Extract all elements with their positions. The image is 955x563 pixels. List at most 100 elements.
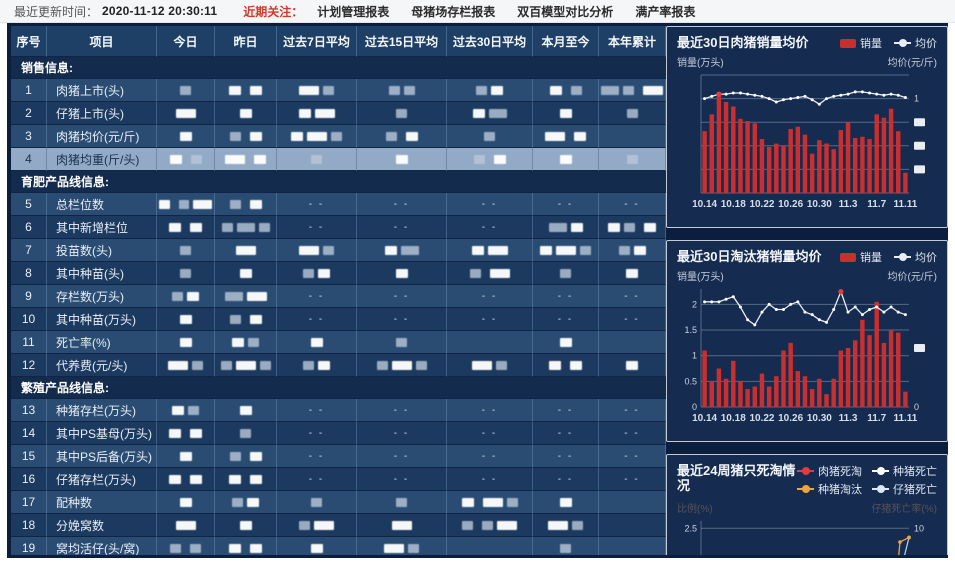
table-row[interactable]: 10 其中种苗(万头) - - - - - - - - - - [11,308,666,331]
legend-line-swatch-icon [894,253,911,261]
redacted-value-block [482,497,503,507]
table-row[interactable]: 7 投苗数(头) [11,239,666,262]
table-row[interactable]: 12 代养费(元/头) [11,354,666,377]
redacted-value-block [396,497,407,507]
table-row[interactable]: 16 仔猪存栏(万头) - - - - - - - - - - [11,468,666,491]
redacted-value-block [229,451,241,461]
value-cell: - - [447,285,533,308]
value-cell [215,216,277,239]
redacted-value-block [559,154,572,164]
row-item-name: 存栏数(万头) [47,285,157,308]
redacted-value-block [559,497,572,507]
redacted-value-block [239,405,252,415]
value-cell [357,102,447,125]
no-data-dash: - - [393,221,410,233]
legend-bar-swatch-icon [840,38,856,48]
table-row[interactable]: 9 存栏数(万头) - - - - - - - - - - [11,285,666,308]
table-row[interactable]: 13 种猪存栏(万头) - - - - - - - - - - [11,399,666,422]
redacted-value-block [190,154,202,164]
legend-bar-swatch-icon [840,252,856,262]
report-table: 序号 项目 今日 昨日 过去7日平均 过去15日平均 过去30日平均 本月至今 本年累计 销售信息… [11,26,666,555]
redacted-value-block [626,268,638,278]
legend-item[interactable]: 均价 [894,35,937,51]
svg-text:10.26: 10.26 [778,199,803,210]
value-cell [215,399,277,422]
row-item-name: 肉猪均重(斤/头) [47,148,157,171]
redacted-value-block [193,199,212,209]
value-cell [447,514,533,537]
topbar-link-2[interactable]: 母猪场存栏报表 [411,4,496,19]
recent-focus-label: 近期关注： [243,4,304,19]
legend-item[interactable]: 销量 [840,249,882,265]
section-header-row: 销售信息: [11,57,666,79]
no-data-dash: - - [557,450,574,462]
legend-item[interactable]: 仔猪死亡 [872,481,937,497]
table-row[interactable]: 18 分娩窝数 [11,514,666,537]
value-cell: - - [357,422,447,445]
svg-text:10.22: 10.22 [749,199,774,210]
topbar-link-3[interactable]: 双百模型对比分析 [517,4,614,19]
table-row[interactable]: 3 肉猪均价(元/斤) [11,125,666,148]
table-row[interactable]: 11 死亡率(%) [11,331,666,354]
legend-item[interactable]: 肉猪死淘 [797,463,862,479]
redacted-value-block [548,520,568,530]
redacted-value-block [235,360,256,370]
value-cell [447,125,533,148]
redacted-value-block [384,245,397,255]
value-cell: - - [357,285,447,308]
value-cell: - - [447,445,533,468]
svg-text:10.14: 10.14 [692,199,717,210]
table-row[interactable]: 2 仔猪上市(头) [11,102,666,125]
value-cell [533,148,599,171]
value-cell [215,148,277,171]
row-index: 18 [11,514,47,537]
topbar-link-4[interactable]: 满产率报表 [635,4,696,19]
redacted-value-block [188,405,199,415]
redacted-value-block [249,314,262,324]
redacted-value-block [258,222,270,232]
redacted-value-block [235,245,256,255]
redacted-value-block [462,520,473,530]
row-index: 11 [11,331,47,354]
svg-text:11.11: 11.11 [893,413,917,424]
table-row[interactable]: 17 配种数 [11,491,666,514]
table-row[interactable]: 19 窝均活仔(头/窝) [11,537,666,555]
redacted-value-block [403,85,415,95]
redacted-value-block [249,199,262,209]
redacted-value-block [549,360,561,370]
row-item-name: 其中种苗(头) [47,262,157,285]
value-cell [447,79,533,102]
value-cell [277,239,357,262]
y-axis-right-label: 均价(元/斤) [887,272,937,283]
value-cell: - - [357,399,447,422]
value-cell [447,239,533,262]
redacted-value-block [601,85,619,95]
redacted-value-block [299,520,310,530]
legend-item[interactable]: 销量 [840,35,882,51]
redacted-value-block [472,108,485,118]
table-row[interactable]: 14 其中PS基母(万头) - - - - - - - - - - [11,422,666,445]
table-row[interactable]: 1 肉猪上市(头) [11,79,666,102]
redacted-value-block [626,154,638,164]
value-cell: - - [599,193,666,216]
legend-item[interactable]: 均价 [894,249,937,265]
topbar-link-1[interactable]: 计划管理报表 [317,4,390,19]
no-data-dash: - - [557,427,574,439]
redacted-value-block [169,222,181,232]
redacted-value-block [314,108,335,118]
legend-item[interactable]: 种猪淘汰 [797,481,862,497]
value-cell [277,79,357,102]
chart-panel-2: 最近30日淘汰猪销量均价 销量 均价 销量(万头) 均价(元/斤) 0 0.5 1 1.5 2 0 1… [666,240,948,442]
legend-item[interactable]: 种猪死亡 [872,463,937,479]
table-row[interactable]: 5 总栏位数 - - - - - - - - - - [11,193,666,216]
value-cell [215,285,277,308]
row-item-name: 分娩窝数 [47,514,157,537]
table-row-selected[interactable]: 4 肉猪均重(斤/头) [11,148,666,171]
redacted-value-block [559,337,572,347]
no-data-dash: - - [393,313,410,325]
table-row[interactable]: 8 其中种苗(头) [11,262,666,285]
table-row[interactable]: 15 其中PS后备(万头) - - - - - - - - - - [11,445,666,468]
table-row[interactable]: 6 其中新增栏位 - - - - - - [11,216,666,239]
row-item-name: 其中PS后备(万头) [47,445,157,468]
value-cell [277,331,357,354]
